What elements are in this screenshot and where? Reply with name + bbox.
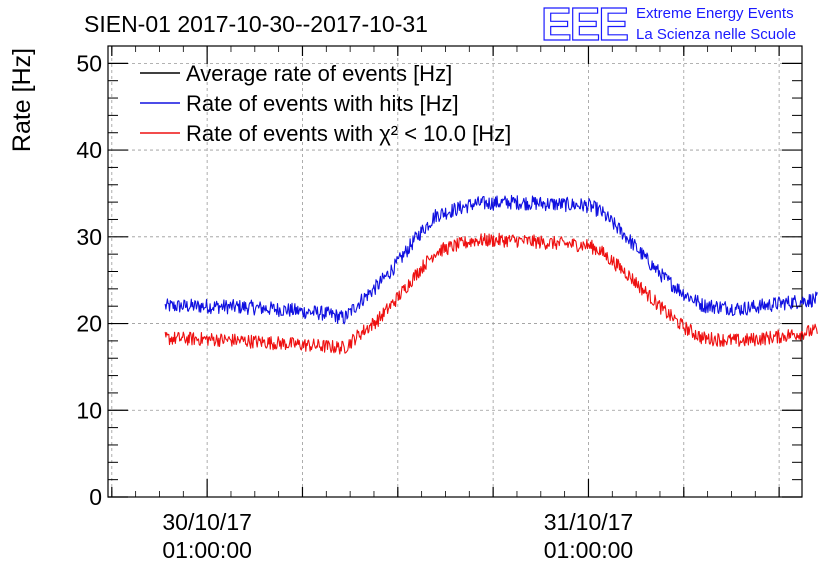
legend-label-average: Average rate of events [Hz] xyxy=(186,61,452,86)
x-tick-label-date: 30/10/17 xyxy=(162,509,252,535)
legend: Average rate of events [Hz] Rate of even… xyxy=(140,61,511,146)
eee-logo-line2: La Scienza nelle Scuole xyxy=(636,26,796,43)
eee-logo: EEE Extreme Energy Events La Scienza nel… xyxy=(540,0,796,51)
y-tick-label: 40 xyxy=(76,137,102,163)
y-tick-label: 20 xyxy=(76,311,102,337)
series-layer xyxy=(164,194,818,355)
y-tick-label: 30 xyxy=(76,224,102,250)
series-line xyxy=(164,194,818,325)
legend-label-chi2: Rate of events with χ² < 10.0 [Hz] xyxy=(186,121,511,146)
eee-logo-mark: EEE xyxy=(541,0,627,50)
y-tick-label: 0 xyxy=(89,484,102,510)
legend-label-hits: Rate of events with hits [Hz] xyxy=(186,91,459,116)
y-tick-label: 10 xyxy=(76,397,102,423)
y-tick-label: 50 xyxy=(76,50,102,76)
axis-ticks xyxy=(108,45,802,498)
eee-logo-line1: Extreme Energy Events xyxy=(636,5,794,22)
x-tick-label-time: 01:00:00 xyxy=(544,537,634,563)
chart-title: SIEN-01 2017-10-30--2017-10-31 xyxy=(84,11,428,37)
x-tick-label-date: 31/10/17 xyxy=(544,509,634,535)
series-line xyxy=(164,232,818,355)
x-tick-label-time: 01:00:00 xyxy=(162,537,252,563)
y-axis-label: Rate [Hz] xyxy=(8,48,36,152)
axis-tick-labels: 0102030405030/10/1701:00:0031/10/1701:00… xyxy=(76,50,633,563)
